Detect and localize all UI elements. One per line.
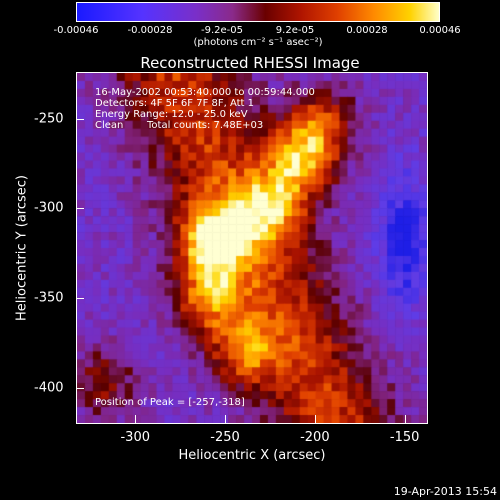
colorbar bbox=[76, 2, 440, 22]
x-tick-mark bbox=[404, 415, 406, 423]
colorbar-tick: 9.2e-05 bbox=[275, 25, 315, 36]
y-tick-mark bbox=[76, 208, 84, 210]
heatmap-image bbox=[77, 73, 427, 423]
x-tick-mark bbox=[135, 415, 137, 423]
chart-title: Reconstructed RHESSI Image bbox=[140, 54, 360, 72]
y-tick-label: -300 bbox=[34, 200, 64, 216]
x-tick-label: -250 bbox=[210, 430, 240, 445]
y-axis-label: Heliocentric Y (arcsec) bbox=[14, 175, 30, 321]
colorbar-tick: -0.00028 bbox=[127, 25, 173, 36]
time-range-label: 16-May-2002 00:53:40.000 to 00:59:44.000 bbox=[95, 87, 315, 98]
colorbar-tick: 0.00046 bbox=[419, 25, 461, 36]
x-tick-label: -300 bbox=[120, 430, 151, 445]
colorbar-units: (photons cm⁻² s⁻¹ asec⁻²) bbox=[193, 37, 323, 48]
plot-area: 16-May-2002 00:53:40.000 to 00:59:44.000… bbox=[76, 72, 428, 424]
y-tick-mark bbox=[76, 298, 84, 300]
detectors-label: Detectors: 4F 5F 6F 7F 8F, Att 1 bbox=[95, 98, 255, 109]
x-tick-mark bbox=[314, 415, 316, 423]
clean-label: Clean bbox=[95, 120, 124, 131]
x-tick-mark bbox=[225, 415, 227, 423]
x-tick-label: -200 bbox=[300, 430, 330, 445]
x-tick-label: -150 bbox=[389, 430, 420, 445]
total-counts-label: Total counts: 7.48E+03 bbox=[147, 120, 264, 131]
y-tick-label: -350 bbox=[34, 290, 64, 306]
colorbar-tick: -0.00046 bbox=[53, 25, 99, 36]
energy-range-label: Energy Range: 12.0 - 25.0 keV bbox=[95, 109, 248, 120]
colorbar-tick: 0.00028 bbox=[346, 25, 388, 36]
y-tick-mark bbox=[76, 388, 84, 390]
peak-position-label: Position of Peak = [-257,-318] bbox=[95, 397, 245, 408]
y-tick-label: -400 bbox=[34, 380, 64, 396]
colorbar-tick: -9.2e-05 bbox=[201, 25, 243, 36]
x-axis-label: Heliocentric X (arcsec) bbox=[178, 448, 326, 463]
footer-date: 19-Apr-2013 15:54 bbox=[393, 485, 497, 498]
y-tick-label: -250 bbox=[34, 111, 64, 127]
y-tick-mark bbox=[76, 118, 84, 120]
